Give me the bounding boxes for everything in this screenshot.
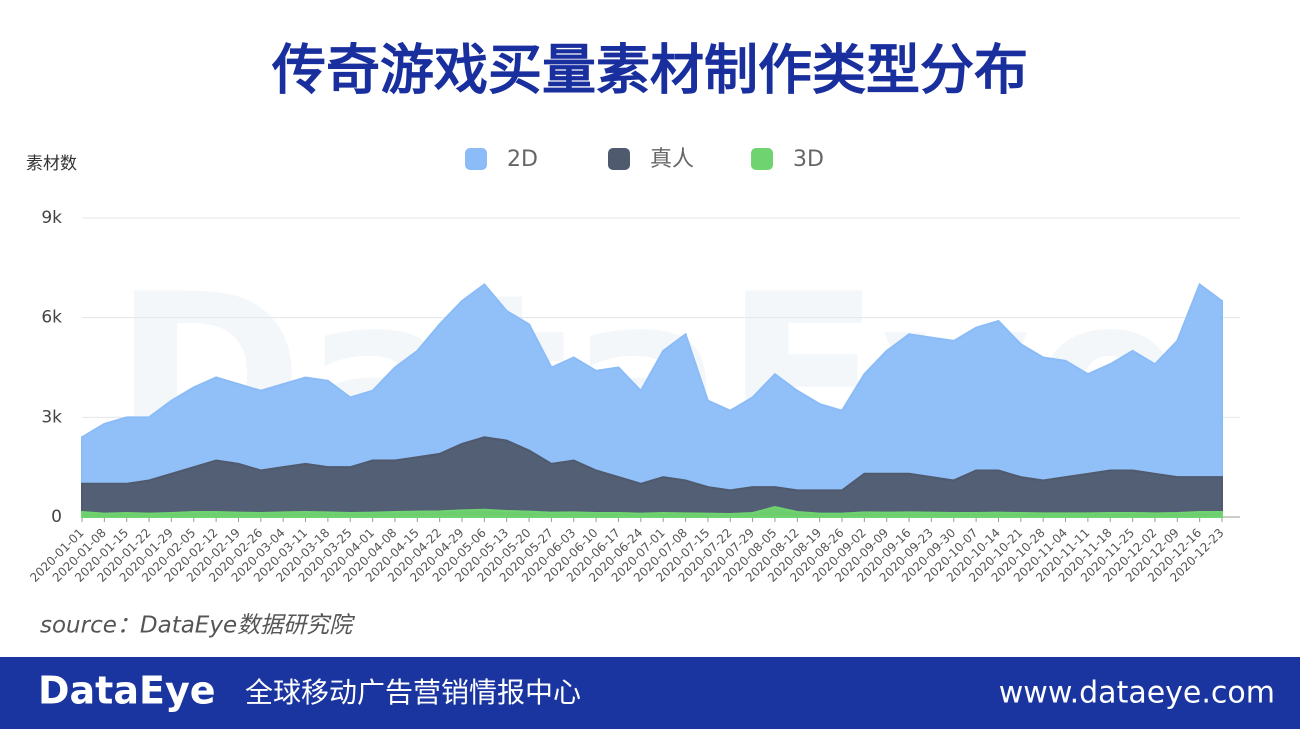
legend-label: 3D [793,147,824,172]
legend-swatch [465,148,487,170]
legend-swatch [608,148,630,170]
footer-tagline: 全球移动广告营销情报中心 [245,676,581,709]
source: source：DataEye数据研究院 [40,613,355,639]
area-0 [81,282,1223,518]
chart-title: 传奇游戏买量素材制作类型分布 [271,39,1028,102]
y-axis-label: 素材数 [26,154,77,174]
plot: 03k6k9k2020-01-012020-01-082020-01-15202… [27,208,1240,585]
y-tick-label: 6k [41,308,62,328]
y-tick-label: 9k [41,208,62,228]
legend-swatch [751,148,773,170]
area-1 [81,436,1223,518]
y-tick-label: 3k [41,407,62,427]
y-tick-label: 0 [51,507,62,527]
footer-url: www.dataeye.com [999,676,1275,711]
legend-label: 2D [507,147,538,172]
legend: 2D 真人 3D [465,147,824,172]
footer-bar [0,657,1300,729]
area-2 [81,506,1223,518]
legend-label: 真人 [650,147,694,172]
footer-brand: DataEye [38,669,216,713]
